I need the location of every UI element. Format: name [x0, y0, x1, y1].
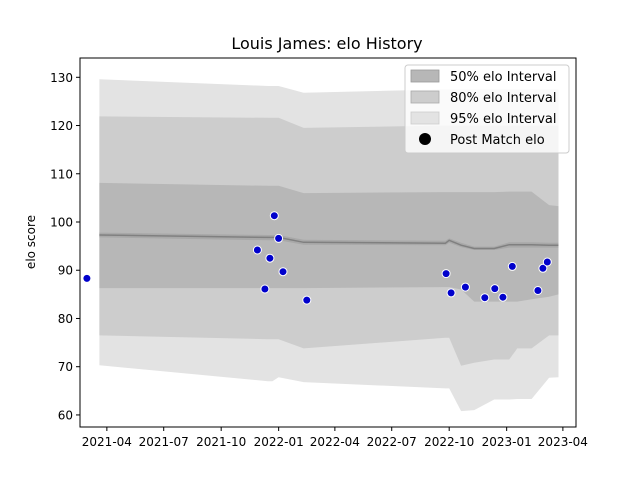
- post-match-point: [533, 286, 543, 295]
- legend: 50% elo Interval 80% elo Interval 95% el…: [404, 64, 570, 154]
- y-tick-label: 120: [50, 119, 73, 133]
- post-match-point: [542, 257, 552, 267]
- post-match-point: [480, 293, 490, 303]
- post-match-point: [490, 284, 500, 294]
- y-tick-label: 80: [58, 312, 73, 326]
- post-match-point: [441, 269, 451, 279]
- x-tick-label: 2023-01: [482, 435, 532, 449]
- post-match-point: [460, 282, 470, 292]
- post-match-point: [278, 267, 288, 277]
- x-tick-label: 2022-07: [367, 435, 417, 449]
- post-match-point: [507, 261, 517, 271]
- post-match-point: [269, 211, 279, 221]
- post-match-point: [260, 284, 270, 294]
- legend-swatch-95: [410, 111, 440, 125]
- post-match-point: [498, 292, 508, 302]
- x-tick-label: 2023-04: [538, 435, 588, 449]
- legend-label-95: 95% elo Interval: [450, 112, 557, 127]
- x-tick-label: 2022-04: [310, 435, 360, 449]
- y-tick-label: 130: [50, 71, 73, 85]
- y-axis: 60 70 80 90 100 110 120 130: [50, 71, 80, 422]
- post-match-point: [446, 288, 456, 298]
- legend-box: [404, 64, 570, 154]
- post-match-point: [82, 273, 92, 283]
- x-tick-label: 2021-10: [196, 435, 246, 449]
- y-tick-label: 70: [58, 360, 73, 374]
- legend-label-50: 50% elo Interval: [450, 70, 557, 85]
- plot-area: [82, 79, 559, 412]
- post-match-point: [302, 295, 312, 305]
- x-tick-label: 2021-04: [82, 435, 132, 449]
- y-tick-label: 60: [58, 408, 73, 422]
- post-match-point: [274, 233, 284, 243]
- plot-frame: [79, 57, 577, 428]
- legend-swatch-50: [410, 69, 440, 83]
- legend-swatch-80: [410, 90, 440, 104]
- y-tick-label: 90: [58, 264, 73, 278]
- y-tick-label: 110: [50, 167, 73, 181]
- post-match-point: [538, 263, 548, 273]
- x-tick-label: 2022-01: [254, 435, 304, 449]
- legend-label-post-match: Post Match elo: [450, 133, 545, 148]
- post-match-point: [252, 245, 262, 255]
- post-match-point: [265, 253, 275, 263]
- chart-title: Louis James: elo History: [231, 34, 422, 53]
- x-tick-label: 2022-10: [424, 435, 474, 449]
- y-tick-label: 100: [50, 216, 73, 230]
- x-axis: 2021-04 2021-07 2021-10 2022-01 2022-04 2022-…: [82, 427, 588, 449]
- x-tick-label: 2021-07: [139, 435, 189, 449]
- legend-marker-post-match: [419, 133, 431, 145]
- legend-label-80: 80% elo Interval: [450, 91, 557, 106]
- y-axis-label: elo score: [24, 215, 38, 269]
